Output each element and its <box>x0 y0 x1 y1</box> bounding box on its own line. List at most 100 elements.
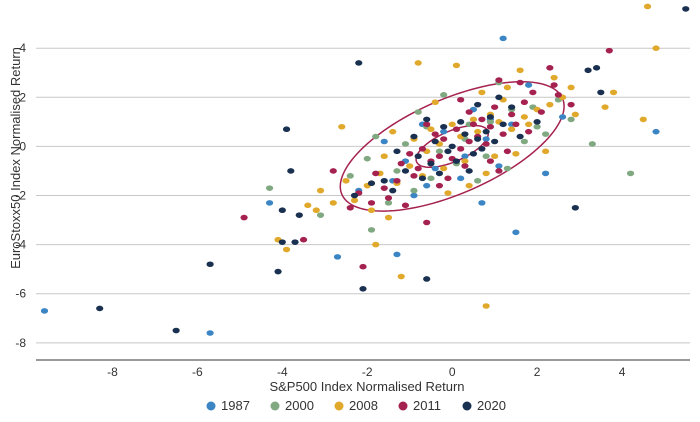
point-2011 <box>240 214 248 221</box>
point-2020 <box>389 187 397 194</box>
point-2020 <box>448 143 456 150</box>
point-2008 <box>520 114 528 120</box>
point-2011 <box>486 123 494 130</box>
point-2000 <box>393 168 401 174</box>
point-2020 <box>401 168 410 174</box>
point-2008 <box>397 273 405 280</box>
point-2011 <box>393 177 401 184</box>
point-2011 <box>384 195 393 201</box>
legend-marker-1987 <box>206 401 216 411</box>
y-tick-label: -6 <box>15 287 26 301</box>
point-1987 <box>393 251 401 258</box>
point-2020 <box>452 158 461 164</box>
point-2008 <box>342 177 350 184</box>
point-2011 <box>503 148 511 155</box>
point-2011 <box>567 101 575 108</box>
point-1987 <box>542 170 550 177</box>
x-axis-title: S&P500 Index Normalised Return <box>269 379 464 394</box>
point-2008 <box>474 128 482 135</box>
point-2011 <box>444 175 452 182</box>
point-2008 <box>448 121 456 128</box>
point-2011 <box>529 89 537 96</box>
legend: 1987 2000 2008 2011 2020 <box>206 398 506 413</box>
point-2020 <box>355 60 363 66</box>
point-2008 <box>571 111 579 118</box>
point-2011 <box>435 153 444 160</box>
point-2020 <box>457 119 465 125</box>
point-2008 <box>461 158 469 164</box>
point-2008 <box>639 116 647 123</box>
point-2008 <box>406 163 414 169</box>
point-1987 <box>559 114 567 120</box>
point-2000 <box>414 109 422 115</box>
point-2008 <box>282 246 291 253</box>
point-1987 <box>652 128 660 135</box>
point-2020 <box>592 65 601 71</box>
point-2008 <box>525 121 533 128</box>
point-2020 <box>350 192 359 199</box>
grid-layer <box>36 47 690 344</box>
legend-marker-2008 <box>334 401 344 411</box>
point-2020 <box>469 150 478 157</box>
point-2011 <box>397 160 405 167</box>
point-2020 <box>533 119 541 125</box>
point-2000 <box>367 227 376 233</box>
point-2011 <box>299 236 308 243</box>
point-2011 <box>465 109 473 115</box>
point-2008 <box>482 303 490 309</box>
point-2020 <box>478 146 486 152</box>
point-2011 <box>550 82 558 88</box>
point-1987 <box>333 254 342 260</box>
point-2020 <box>682 6 690 12</box>
point-2011 <box>537 109 545 115</box>
y-tick-label: 0 <box>19 139 26 153</box>
point-2000 <box>435 148 444 155</box>
point-2000 <box>440 92 448 98</box>
point-2008 <box>542 148 550 155</box>
point-2008 <box>465 182 473 189</box>
point-1987 <box>431 165 439 172</box>
point-1987 <box>40 308 49 314</box>
point-2011 <box>525 128 533 135</box>
point-2020 <box>508 104 516 110</box>
point-2020 <box>486 114 494 120</box>
point-1987 <box>457 175 465 182</box>
point-2008 <box>643 3 652 10</box>
point-2011 <box>495 77 503 83</box>
point-2000 <box>265 185 274 191</box>
point-2008 <box>316 187 325 194</box>
point-2000 <box>384 200 393 206</box>
point-2020 <box>427 160 435 167</box>
point-2011 <box>431 131 439 137</box>
point-2008 <box>601 104 609 110</box>
point-2000 <box>626 170 635 177</box>
point-2020 <box>423 276 431 282</box>
point-2000 <box>474 177 482 184</box>
point-2008 <box>550 74 558 81</box>
point-2020 <box>96 305 104 312</box>
point-2000 <box>567 116 575 123</box>
point-2011 <box>516 79 524 86</box>
y-tick-label: -4 <box>15 238 26 252</box>
point-2000 <box>316 212 325 218</box>
point-2011 <box>469 121 478 128</box>
point-2020 <box>474 101 482 108</box>
point-2011 <box>546 65 554 71</box>
point-2000 <box>401 141 410 147</box>
point-2008 <box>516 67 524 74</box>
point-2020 <box>278 207 286 214</box>
point-2011 <box>414 165 422 172</box>
point-2020 <box>282 126 291 133</box>
point-2011 <box>359 263 367 270</box>
point-2011 <box>423 219 431 226</box>
point-2008 <box>389 128 397 135</box>
point-2011 <box>457 96 465 103</box>
legend-marker-2000 <box>270 401 280 411</box>
point-2008 <box>478 89 486 96</box>
point-2008 <box>350 197 359 204</box>
point-2008 <box>427 126 435 133</box>
point-1987 <box>380 138 388 145</box>
point-2008 <box>414 60 422 66</box>
